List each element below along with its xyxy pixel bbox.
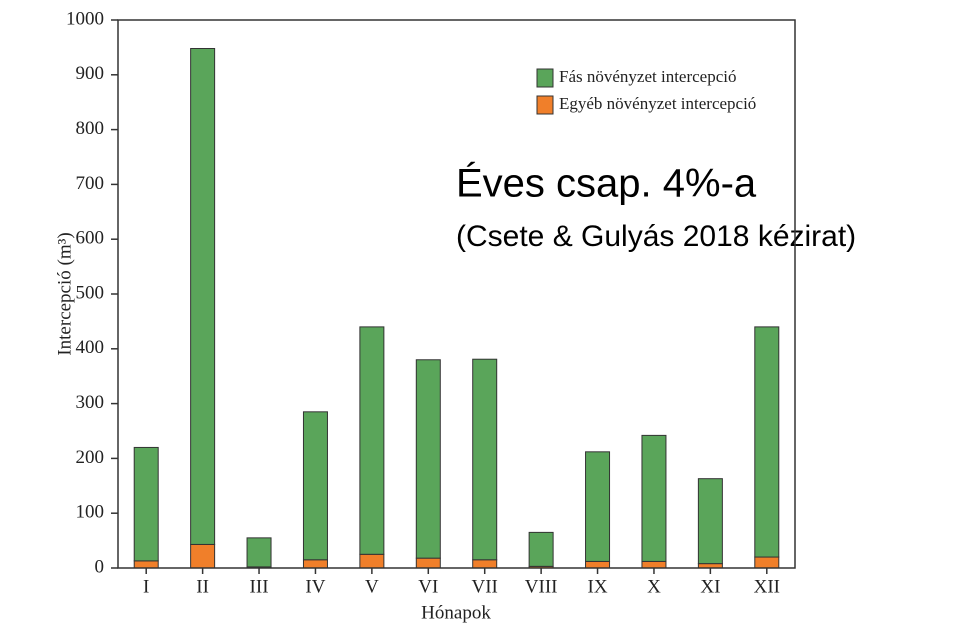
y-tick-label: 900 [76, 63, 105, 84]
bar-segment [415, 557, 441, 569]
legend-label: Egyéb növényzet intercepció [559, 94, 756, 113]
x-tick-label: V [365, 576, 379, 597]
y-tick-label: 0 [95, 556, 105, 577]
bar-segment [585, 560, 611, 569]
bar-segment [697, 478, 723, 565]
y-tick-label: 300 [76, 392, 105, 413]
legend-label: Fás növényzet intercepció [559, 67, 737, 86]
annotation: Éves csap. 4%-a [456, 161, 757, 206]
bar-segment [641, 560, 667, 569]
bar-segment [190, 47, 216, 545]
bar-segment [133, 446, 159, 562]
y-tick-label: 1000 [66, 8, 104, 29]
bar-segment [754, 556, 780, 569]
x-tick-label: IV [305, 576, 325, 597]
bar-segment [190, 543, 216, 569]
x-tick-label: III [250, 576, 269, 597]
y-tick-label: 100 [76, 502, 105, 523]
bar-segment [472, 559, 498, 569]
bar-segment [359, 553, 385, 569]
bar-segment [359, 326, 385, 555]
bar-segment [754, 326, 780, 558]
x-tick-label: XII [754, 576, 780, 597]
legend-swatch [536, 68, 554, 88]
x-tick-label: VIII [525, 576, 558, 597]
x-tick-label: IX [588, 576, 608, 597]
bar-segment [302, 411, 328, 561]
bar-segment [415, 359, 441, 559]
y-tick-label: 200 [76, 447, 105, 468]
legend-swatch [536, 95, 554, 115]
y-axis-label: Intercepció (m³) [54, 232, 75, 355]
y-tick-label: 600 [76, 228, 105, 249]
y-tick-label: 700 [76, 173, 105, 194]
x-tick-label: X [647, 576, 661, 597]
x-tick-label: XI [700, 576, 720, 597]
y-tick-label: 800 [76, 118, 105, 139]
x-tick-label: VI [418, 576, 438, 597]
bar-segment [641, 434, 667, 562]
bar-segment [472, 358, 498, 561]
bar-segment [585, 451, 611, 562]
plot-frame [117, 19, 796, 569]
bar-segment [133, 560, 159, 569]
bar-segment [246, 537, 272, 568]
y-tick-label: 400 [76, 337, 105, 358]
bar-segment [528, 531, 554, 567]
annotation: (Csete & Gulyás 2018 kézirat) [456, 220, 856, 253]
bar-segment [302, 559, 328, 569]
x-axis-label: Hónapok [421, 602, 491, 623]
y-tick-label: 500 [76, 282, 105, 303]
x-tick-label: I [143, 576, 149, 597]
x-tick-label: II [196, 576, 209, 597]
x-tick-label: VII [472, 576, 498, 597]
